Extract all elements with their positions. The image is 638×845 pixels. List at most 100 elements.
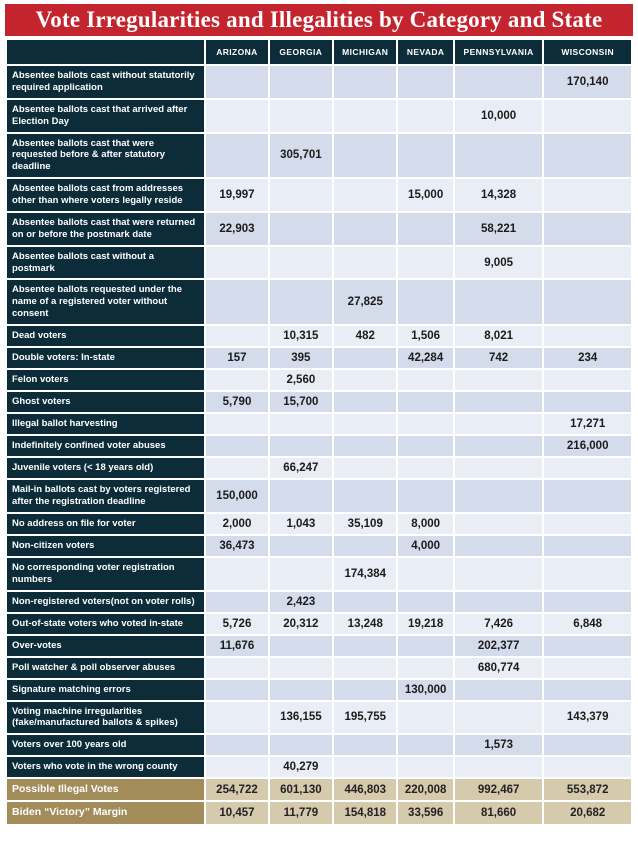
table-row: No corresponding voter registration numb…	[4, 555, 633, 592]
cell-arizona: 5,790	[204, 390, 270, 414]
row-label: Possible Illegal Votes	[4, 777, 207, 803]
cell-nevada	[396, 390, 455, 414]
cell-michigan	[332, 131, 399, 180]
cell-pennsylvania	[452, 478, 545, 514]
table-row: Ghost voters 5,790 15,700	[4, 390, 633, 414]
table-row: Voters who vote in the wrong county 40,27…	[4, 755, 633, 780]
cell-wisconsin	[542, 131, 633, 180]
cell-michigan	[332, 368, 399, 392]
cell-wisconsin	[542, 177, 633, 213]
table-row: Absentee ballots cast from addresses oth…	[4, 177, 633, 213]
cell-michigan	[332, 456, 399, 480]
cell-pennsylvania	[452, 434, 545, 458]
page-title: Vote Irregularities and Illegalities by …	[35, 7, 603, 32]
row-label: Double voters: In-state	[4, 346, 207, 370]
table-row: Absentee ballots cast that were requeste…	[4, 131, 633, 180]
cell-nevada	[396, 456, 455, 480]
cell-georgia	[267, 655, 335, 680]
cell-arizona: 36,473	[204, 533, 270, 558]
cell-michigan	[332, 533, 399, 558]
cell-pennsylvania: 9,005	[452, 244, 545, 281]
cell-arizona: 254,722	[204, 777, 270, 803]
cell-pennsylvania	[452, 131, 545, 180]
row-label: Absentee ballots cast that were returned…	[4, 210, 207, 247]
table-row: Over-votes 11,676 202,377	[4, 633, 633, 658]
column-header-pennsylvania: PENNSYLVANIA	[452, 38, 545, 66]
cell-michigan: 13,248	[332, 611, 399, 636]
cell-michigan: 195,755	[332, 699, 399, 736]
cell-nevada	[396, 655, 455, 680]
cell-nevada	[396, 699, 455, 736]
cell-arizona	[204, 244, 270, 281]
cell-wisconsin	[542, 555, 633, 592]
row-label: Ghost voters	[4, 390, 207, 414]
cell-wisconsin: 17,271	[542, 412, 633, 436]
cell-nevada	[396, 210, 455, 247]
cell-pennsylvania: 1,573	[452, 733, 545, 758]
cell-nevada	[396, 633, 455, 658]
table-row: Voters over 100 years old 1,573	[4, 733, 633, 758]
cell-michigan	[332, 390, 399, 414]
cell-michigan: 482	[332, 324, 399, 348]
row-label: Dead voters	[4, 324, 207, 348]
cell-nevada	[396, 589, 455, 614]
table-row: Mail-in ballots cast by voters registere…	[4, 478, 633, 514]
cell-georgia	[267, 412, 335, 436]
cell-arizona	[204, 434, 270, 458]
cell-wisconsin	[542, 633, 633, 658]
vote-irregularities-table: ARIZONA GEORGIA MICHIGAN NEVADA PENNSYLVANIA…	[4, 38, 633, 826]
cell-nevada: 42,284	[396, 346, 455, 370]
cell-georgia: 66,247	[267, 456, 335, 480]
row-label: Poll watcher & poll observer abuses	[4, 655, 207, 680]
cell-nevada: 130,000	[396, 677, 455, 702]
row-label: Absentee ballots cast that were requeste…	[4, 131, 207, 180]
table-row: Poll watcher & poll observer abuses 680,7…	[4, 655, 633, 680]
row-label: No corresponding voter registration numb…	[4, 555, 207, 592]
cell-georgia	[267, 633, 335, 658]
row-label: Absentee ballots cast without statutoril…	[4, 64, 207, 100]
cell-georgia: 2,423	[267, 589, 335, 614]
cell-pennsylvania	[452, 368, 545, 392]
cell-georgia: 10,315	[267, 324, 335, 348]
table-row: Out-of-state voters who voted in-state 5,…	[4, 611, 633, 636]
cell-arizona	[204, 456, 270, 480]
cell-georgia: 2,560	[267, 368, 335, 392]
cell-michigan	[332, 412, 399, 436]
column-header-arizona: ARIZONA	[204, 38, 270, 66]
cell-pennsylvania	[452, 278, 545, 326]
table-row: Absentee ballots cast that arrived after…	[4, 97, 633, 134]
cell-georgia: 20,312	[267, 611, 335, 636]
cell-wisconsin	[542, 278, 633, 326]
cell-wisconsin	[542, 511, 633, 536]
cell-arizona	[204, 699, 270, 736]
table-row: Voting machine irregularities (fake/manu…	[4, 699, 633, 736]
cell-michigan	[332, 244, 399, 281]
row-label: Non-citizen voters	[4, 533, 207, 558]
cell-pennsylvania	[452, 533, 545, 558]
cell-pennsylvania: 992,467	[452, 777, 545, 803]
column-header-wisconsin: WISCONSIN	[542, 38, 633, 66]
row-label: Non-registered voters(not on voter rolls…	[4, 589, 207, 614]
row-label: Absentee ballots cast without a postmark	[4, 244, 207, 281]
table-row: Felon voters 2,560	[4, 368, 633, 392]
cell-georgia	[267, 434, 335, 458]
cell-nevada: 33,596	[396, 800, 455, 826]
cell-michigan: 27,825	[332, 278, 399, 326]
row-label: Biden “Victory” Margin	[4, 800, 207, 826]
cell-wisconsin	[542, 655, 633, 680]
row-label: Voting machine irregularities (fake/manu…	[4, 699, 207, 736]
cell-nevada	[396, 478, 455, 514]
cell-michigan	[332, 655, 399, 680]
cell-pennsylvania	[452, 511, 545, 536]
cell-pennsylvania: 58,221	[452, 210, 545, 247]
cell-arizona	[204, 97, 270, 134]
cell-nevada: 4,000	[396, 533, 455, 558]
row-label: Absentee ballots cast from addresses oth…	[4, 177, 207, 213]
cell-nevada	[396, 97, 455, 134]
cell-pennsylvania	[452, 390, 545, 414]
table-row: Absentee ballots requested under the nam…	[4, 278, 633, 326]
cell-nevada	[396, 755, 455, 780]
cell-michigan	[332, 589, 399, 614]
row-label: Felon voters	[4, 368, 207, 392]
table-row: Signature matching errors 130,000	[4, 677, 633, 702]
